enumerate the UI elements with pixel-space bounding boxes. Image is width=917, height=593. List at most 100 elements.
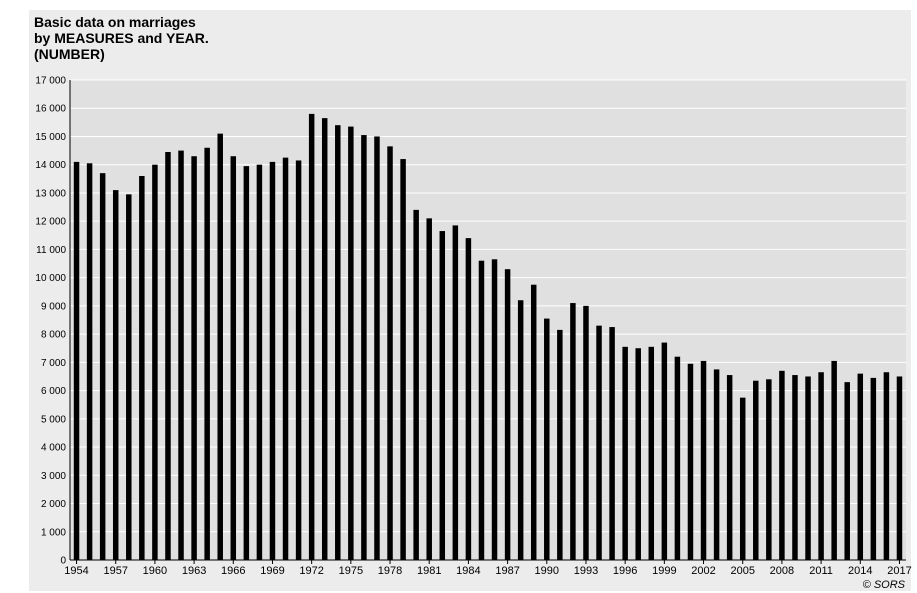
bar-2017 (896, 376, 903, 560)
bar-1977 (374, 136, 380, 560)
x-tick-label: 2011 (809, 565, 833, 577)
bar-1981 (426, 218, 432, 560)
x-tick-label: 2014 (848, 565, 872, 577)
bar-1957 (112, 190, 119, 560)
bar-2014 (857, 373, 864, 560)
bar-2009 (792, 375, 798, 560)
bar-1990 (544, 318, 550, 560)
y-tick-label: 4 000 (41, 443, 66, 454)
bar-1974 (335, 125, 341, 561)
bar-1960 (152, 164, 158, 561)
x-tick-label: 2005 (730, 565, 754, 577)
bar-2013 (844, 382, 850, 560)
bar-2003 (713, 369, 720, 560)
bar-1969 (269, 161, 276, 560)
y-tick-label: 15 000 (35, 132, 66, 143)
title-line-2: by MEASURES and YEAR. (34, 30, 209, 46)
bar-1993 (583, 305, 589, 560)
x-tick-label: 1996 (613, 565, 637, 577)
bar-1987 (504, 269, 511, 560)
bar-1976 (361, 135, 367, 560)
x-tick-label: 1966 (221, 565, 245, 577)
bar-1961 (165, 152, 171, 560)
bar-2004 (726, 375, 733, 560)
bar-1982 (439, 231, 446, 560)
x-tick-label: 1957 (103, 565, 127, 577)
y-tick-label: 2 000 (41, 499, 66, 510)
bar-1954 (73, 161, 80, 560)
y-tick-label: 3 000 (41, 471, 66, 482)
y-tick-label: 7 000 (41, 358, 66, 369)
bar-1958 (126, 194, 132, 560)
y-tick-label: 6 000 (41, 386, 66, 397)
bar-1964 (204, 147, 210, 560)
y-tick-label: 13 000 (35, 188, 66, 199)
x-tick-label: 1972 (299, 565, 323, 577)
y-tick-label: 12 000 (35, 217, 66, 228)
bar-1991 (557, 329, 563, 560)
chart-title: Basic data on marriages by MEASURES and … (34, 14, 209, 62)
title-line-3: (NUMBER) (34, 46, 105, 62)
bar-1986 (491, 259, 498, 560)
bar-2007 (766, 379, 772, 560)
x-tick-label: 1963 (182, 565, 206, 577)
bar-1975 (348, 126, 354, 561)
bar-1985 (478, 260, 485, 560)
x-tick-label: 2008 (770, 565, 794, 577)
x-tick-label: 1981 (417, 565, 441, 577)
bar-1963 (191, 156, 197, 560)
y-tick-label: 9 000 (41, 301, 66, 312)
bar-1967 (243, 166, 250, 560)
bar-2001 (687, 363, 694, 560)
x-tick-label: 1975 (339, 565, 363, 577)
bar-2015 (870, 377, 877, 560)
y-tick-label: 11 000 (36, 245, 66, 256)
bar-1959 (139, 176, 145, 560)
bar-1971 (295, 160, 302, 560)
bar-2011 (818, 372, 824, 560)
y-tick-label: 0 (60, 556, 66, 567)
y-tick-label: 5 000 (41, 414, 66, 425)
bar-1997 (635, 348, 641, 560)
x-tick-label: 1954 (64, 565, 88, 577)
bar-1973 (321, 118, 328, 560)
bar-2008 (779, 370, 785, 560)
bar-1988 (517, 300, 524, 560)
bar-2000 (674, 356, 681, 560)
bar-1978 (387, 146, 393, 560)
y-tick-label: 16 000 (35, 104, 66, 115)
x-tick-label: 2017 (887, 565, 911, 577)
bar-2006 (753, 380, 759, 560)
bar-1972 (308, 113, 315, 560)
y-tick-label: 10 000 (35, 273, 66, 284)
bar-1979 (400, 159, 406, 560)
bar-1992 (570, 303, 576, 560)
bar-1968 (256, 164, 263, 561)
bar-1962 (178, 150, 184, 560)
bar-1998 (648, 346, 655, 560)
x-tick-label: 1999 (652, 565, 676, 577)
bar-1999 (661, 342, 668, 560)
bar-1984 (465, 238, 472, 560)
bar-1955 (86, 163, 93, 560)
y-tick-label: 14 000 (35, 160, 66, 171)
bar-2016 (883, 372, 890, 560)
x-tick-label: 1978 (378, 565, 402, 577)
bar-1965 (217, 133, 223, 560)
x-tick-label: 1990 (535, 565, 559, 577)
bar-1970 (282, 157, 289, 560)
bar-1996 (622, 346, 628, 560)
x-tick-label: 1984 (456, 565, 480, 577)
x-tick-label: 1987 (495, 565, 519, 577)
x-tick-label: 2002 (691, 565, 715, 577)
y-tick-label: 8 000 (41, 330, 66, 341)
y-tick-label: 17 000 (35, 76, 66, 87)
bar-1966 (230, 156, 237, 560)
x-tick-label: 1960 (143, 565, 167, 577)
bar-1980 (413, 209, 419, 560)
bar-1956 (99, 173, 106, 561)
bar-1989 (530, 284, 537, 560)
bar-1994 (596, 325, 602, 560)
bar-2005 (739, 397, 746, 560)
